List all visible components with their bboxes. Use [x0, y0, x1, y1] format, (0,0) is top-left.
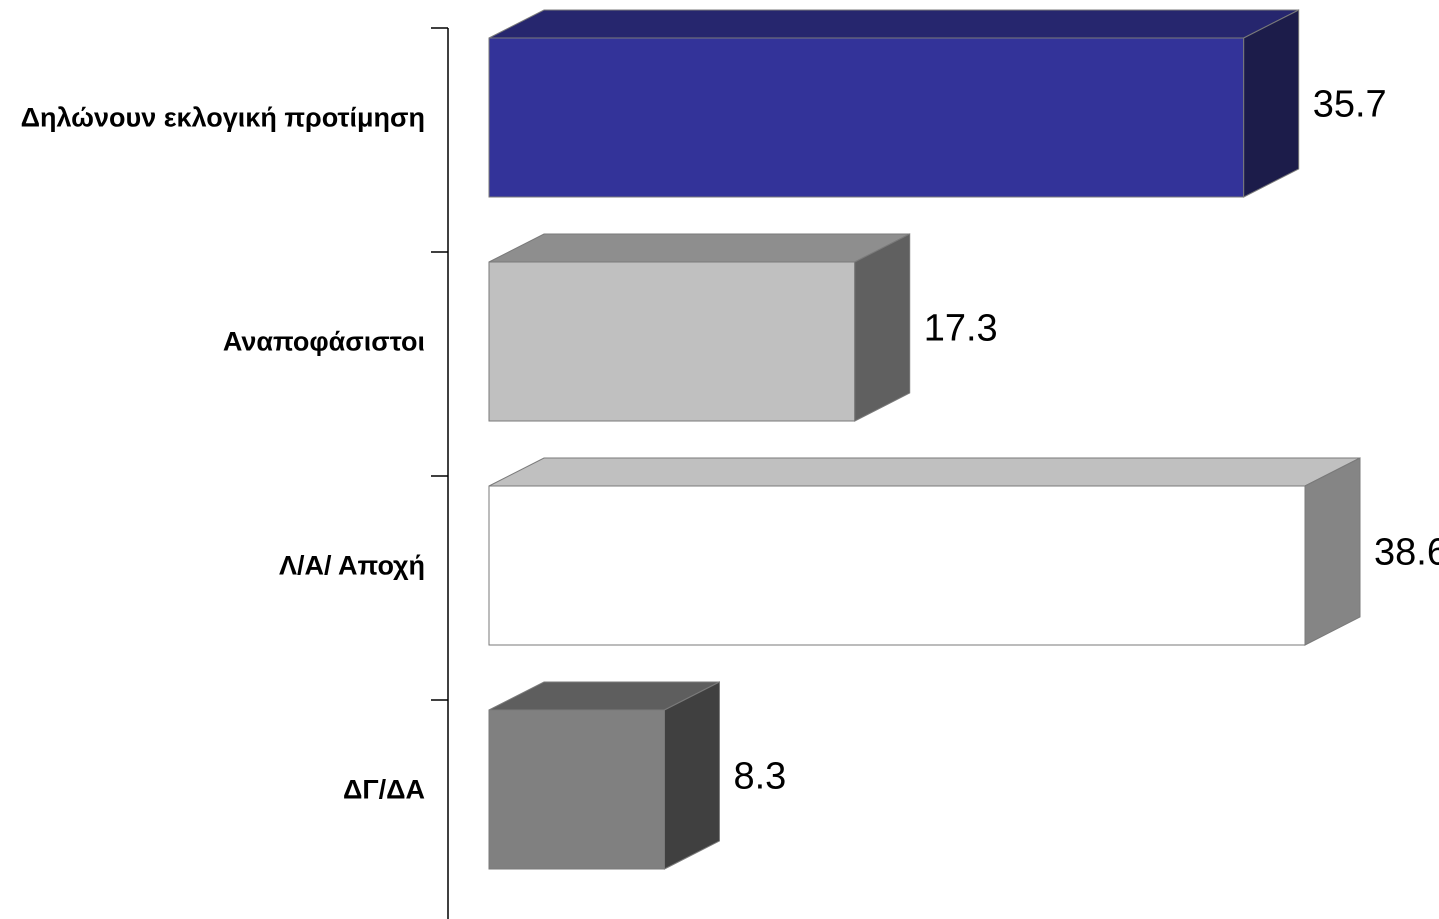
- category-label: Αναποφάσιστοι: [223, 327, 425, 357]
- bar-front-face: [488, 37, 1245, 198]
- bar: [488, 681, 720, 870]
- axis-layer: [431, 27, 449, 919]
- data-label: 8.3: [733, 756, 786, 798]
- bar-side-face: [1243, 9, 1300, 198]
- bar-top-face: [488, 457, 1361, 487]
- bar-side-face: [1304, 457, 1361, 646]
- bar-front-face: [488, 709, 665, 870]
- bar: [488, 233, 911, 422]
- bar-top-face: [488, 9, 1299, 39]
- bar: [488, 9, 1300, 198]
- data-label: 35.7: [1313, 84, 1387, 126]
- data-label: 38.6: [1374, 532, 1439, 574]
- bar-front-face: [488, 261, 856, 422]
- bar-side-face: [854, 233, 911, 422]
- bar-front-face: [488, 485, 1306, 646]
- category-label: Δηλώνουν εκλογική προτίμηση: [21, 103, 425, 133]
- bar: [488, 457, 1361, 646]
- category-label: Λ/Α/ Αποχή: [279, 551, 425, 581]
- category-label: ΔΓ/ΔΑ: [343, 775, 425, 805]
- bar-top-face: [488, 233, 910, 263]
- bars-layer: [488, 9, 1361, 870]
- data-label: 17.3: [924, 308, 998, 350]
- bar-side-face: [663, 681, 720, 870]
- labels-layer: 35.7 Δηλώνουν εκλογική προτίμηση 17.3 Αναπο…: [21, 84, 1439, 805]
